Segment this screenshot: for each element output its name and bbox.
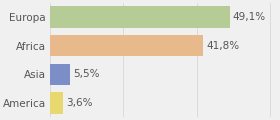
Text: 3,6%: 3,6% <box>66 98 93 108</box>
Bar <box>50 64 70 85</box>
Text: 49,1%: 49,1% <box>233 12 266 22</box>
Text: 41,8%: 41,8% <box>206 41 239 51</box>
Text: 5,5%: 5,5% <box>73 69 100 79</box>
Bar <box>50 35 203 56</box>
Bar <box>50 6 230 28</box>
Bar <box>50 92 63 114</box>
